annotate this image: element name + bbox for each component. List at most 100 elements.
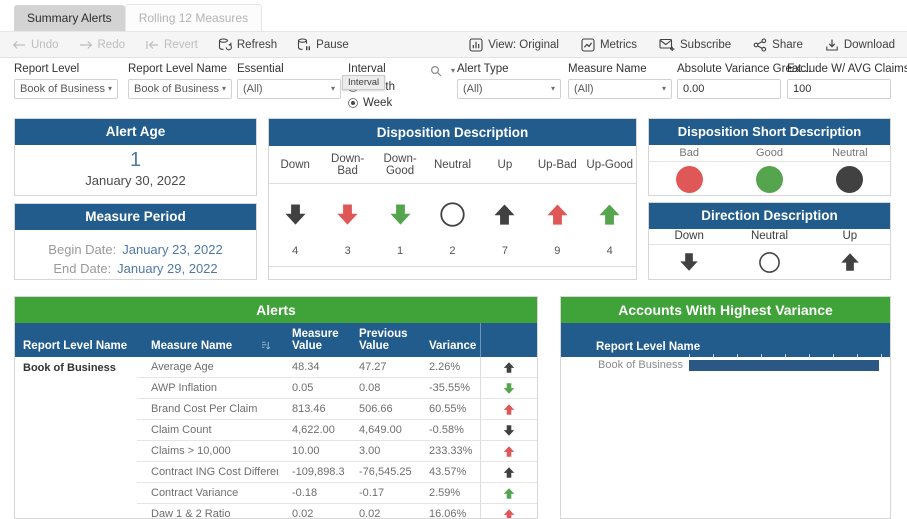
view-original-button[interactable]: View: Original	[469, 37, 559, 52]
refresh-label: Refresh	[236, 38, 278, 51]
sort-icon[interactable]	[261, 340, 270, 351]
cell-variance[interactable]: 60.55%	[415, 399, 480, 420]
neutral-circle-icon[interactable]	[836, 166, 864, 193]
cell-measure-name[interactable]: Brand Cost Per Claim	[137, 399, 278, 420]
arrow-down-icon[interactable]	[284, 202, 307, 227]
share-label: Share	[772, 38, 803, 51]
chevron-down-icon[interactable]: ▾	[451, 66, 456, 75]
cell-report-level-name[interactable]	[15, 462, 137, 483]
cell-measure-name[interactable]: Claims > 10,000	[137, 441, 278, 462]
cell-report-level-name[interactable]	[15, 483, 137, 504]
cell-previous-value[interactable]: -0.17	[345, 483, 415, 504]
interval-tooltip: Interval	[342, 75, 386, 90]
cell-report-level-name[interactable]	[15, 441, 137, 462]
download-button[interactable]: Download	[825, 38, 895, 52]
cell-measure-value[interactable]: 813.46	[278, 399, 345, 420]
cell-measure-name[interactable]: Claim Count	[137, 420, 278, 441]
refresh-button[interactable]: Refresh	[218, 38, 277, 51]
col-previous-value: Previous Value	[359, 328, 408, 352]
arrow-down-icon[interactable]	[336, 202, 359, 227]
arrow-up-icon[interactable]	[840, 251, 860, 273]
cell-report-level-name[interactable]	[15, 420, 137, 441]
cell-measure-value[interactable]: 0.05	[278, 378, 345, 399]
filter-report-level-dropdown[interactable]: Book of Business ▾	[14, 79, 118, 99]
direction-arrow-icon[interactable]	[503, 361, 515, 374]
arrow-down-icon[interactable]	[389, 202, 412, 227]
filter-report-level-name-dropdown[interactable]: Book of Business ▾	[128, 79, 232, 99]
cell-variance[interactable]: 43.57%	[415, 462, 480, 483]
direction-arrow-icon[interactable]	[503, 445, 515, 458]
circle-outline-icon[interactable]	[758, 251, 781, 274]
filter-essential-value: (All)	[243, 83, 263, 95]
share-button[interactable]: Share	[753, 37, 803, 52]
filter-measure-name-dropdown[interactable]: (All) ▾	[568, 79, 672, 99]
filter-alert-type-dropdown[interactable]: (All) ▾	[457, 79, 561, 99]
cell-measure-name[interactable]: Contract Variance	[137, 483, 278, 504]
variance-bar[interactable]	[689, 360, 879, 371]
revert-button[interactable]: Revert	[145, 39, 198, 51]
cell-measure-name[interactable]: Average Age	[137, 357, 278, 378]
undo-icon	[12, 40, 25, 49]
pause-button[interactable]: Pause	[297, 38, 349, 51]
tab-rolling-12-measures[interactable]: Rolling 12 Measures	[124, 4, 263, 31]
cell-measure-value[interactable]: 10.00	[278, 441, 345, 462]
cell-variance[interactable]: -35.55%	[415, 378, 480, 399]
metrics-button[interactable]: Metrics	[581, 37, 637, 52]
cell-previous-value[interactable]: 47.27	[345, 357, 415, 378]
arrow-up-icon[interactable]	[598, 202, 621, 227]
disposition-label-down-bad: Down-Bad	[331, 152, 365, 177]
cell-previous-value[interactable]: 506.66	[345, 399, 415, 420]
cell-variance[interactable]: 16.06%	[415, 504, 480, 518]
cell-measure-value[interactable]: -0.18	[278, 483, 345, 504]
subscribe-button[interactable]: Subscribe	[659, 38, 731, 51]
direction-arrow-icon[interactable]	[503, 466, 515, 479]
bad-circle-icon[interactable]	[675, 166, 703, 193]
arrow-down-icon[interactable]	[679, 251, 699, 273]
filter-essential-dropdown[interactable]: (All) ▾	[237, 79, 341, 99]
good-circle-icon[interactable]	[755, 166, 783, 193]
cell-variance[interactable]: -0.58%	[415, 420, 480, 441]
arrow-up-icon[interactable]	[546, 202, 569, 227]
direction-arrow-icon[interactable]	[503, 508, 515, 519]
direction-arrow-icon[interactable]	[503, 403, 515, 416]
cell-measure-value[interactable]: -109,898.33	[278, 462, 345, 483]
cell-measure-name[interactable]: Daw 1 & 2 Ratio	[137, 504, 278, 518]
direction-arrow-icon[interactable]	[503, 424, 515, 437]
cell-report-level-name[interactable]	[15, 378, 137, 399]
cell-previous-value[interactable]: 0.08	[345, 378, 415, 399]
cell-measure-name[interactable]: Contract ING Cost Difference	[137, 462, 278, 483]
chevron-down-icon: ▾	[550, 84, 555, 93]
cell-report-level-name[interactable]	[15, 399, 137, 420]
cell-previous-value[interactable]: -76,545.25	[345, 462, 415, 483]
table-row: Claim Count 4,622.00 4,649.00 -0.58%	[15, 420, 537, 441]
cell-previous-value[interactable]: 3.00	[345, 441, 415, 462]
cell-previous-value[interactable]: 4,649.00	[345, 420, 415, 441]
direction-arrow-icon[interactable]	[503, 382, 515, 395]
cell-measure-value[interactable]: 4,622.00	[278, 420, 345, 441]
cell-report-level-name[interactable]: Book of Business	[23, 361, 116, 374]
cell-report-level-name[interactable]	[15, 504, 137, 518]
redo-button[interactable]: Redo	[79, 39, 125, 51]
direction-arrow-icon[interactable]	[503, 487, 515, 500]
absolute-variance-input[interactable]	[677, 79, 781, 99]
tab-summary-alerts[interactable]: Summary Alerts	[14, 5, 125, 31]
sheet-tabbar: Summary Alerts Rolling 12 Measures	[0, 0, 907, 31]
cell-variance[interactable]: 2.26%	[415, 357, 480, 378]
cell-previous-value[interactable]: 0.02	[345, 504, 415, 518]
col-measure-name[interactable]: Measure Name	[137, 323, 278, 357]
arrow-up-icon[interactable]	[493, 202, 516, 227]
cell-measure-value[interactable]: 0.02	[278, 504, 345, 518]
cell-variance[interactable]: 233.33%	[415, 441, 480, 462]
short-label-bad: Bad	[679, 146, 699, 159]
table-row: Book of Business Average Age 48.34 47.27…	[15, 357, 537, 378]
circle-outline-icon[interactable]	[439, 201, 466, 228]
cell-measure-value[interactable]: 48.34	[278, 357, 345, 378]
cell-measure-name[interactable]: AWP Inflation	[137, 378, 278, 399]
interval-radio-week[interactable]: Week	[348, 95, 428, 111]
exclude-avg-claims-input[interactable]	[787, 79, 891, 99]
alert-age-card: Alert Age 1 January 30, 2022	[14, 118, 257, 196]
search-icon[interactable]	[430, 65, 442, 77]
disposition-label-down-good: Down-Good	[383, 152, 417, 177]
cell-variance[interactable]: 2.59%	[415, 483, 480, 504]
undo-button[interactable]: Undo	[12, 39, 59, 51]
